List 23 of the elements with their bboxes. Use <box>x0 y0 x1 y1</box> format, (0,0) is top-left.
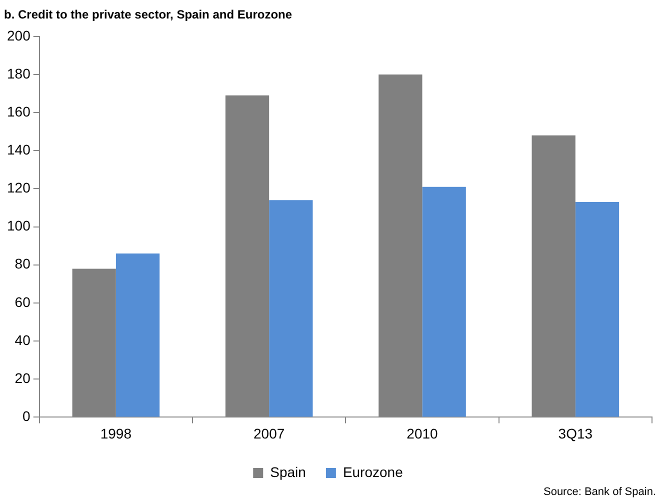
y-tick-label: 100 <box>7 218 31 234</box>
y-tick-label: 160 <box>7 103 31 120</box>
y-tick-label: 80 <box>14 256 31 272</box>
y-tick-label: 20 <box>14 370 31 386</box>
chart-title: b. Credit to the private sector, Spain and Eurozone <box>4 8 292 22</box>
bar <box>575 202 620 417</box>
bar <box>116 253 160 417</box>
y-tick-label: 40 <box>14 332 31 348</box>
bar <box>422 186 466 417</box>
y-tick-label: 200 <box>7 27 31 44</box>
legend-label: Eurozone <box>342 464 404 480</box>
y-tick-label: 120 <box>7 180 31 196</box>
y-tick-label: 0 <box>22 408 31 424</box>
y-tick-label: 140 <box>7 142 31 158</box>
x-tick-label: 2007 <box>254 425 285 442</box>
y-tick-label: 60 <box>14 294 31 310</box>
x-tick-label: 2010 <box>406 425 438 442</box>
legend-label: Spain <box>270 464 306 480</box>
source-note: Source: Bank of Spain. <box>543 486 656 498</box>
bar <box>269 200 313 417</box>
x-tick-label: 3Q13 <box>558 425 593 442</box>
x-tick-label: 1998 <box>100 425 132 442</box>
y-tick-label: 180 <box>7 65 31 82</box>
